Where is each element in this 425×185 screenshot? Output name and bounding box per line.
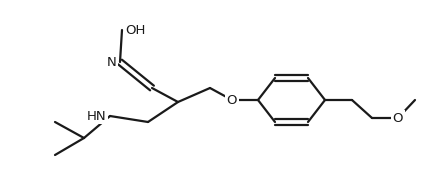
Text: O: O bbox=[227, 93, 237, 107]
Text: HN: HN bbox=[87, 110, 107, 122]
Text: O: O bbox=[393, 112, 403, 125]
Text: N: N bbox=[107, 56, 116, 68]
Text: OH: OH bbox=[125, 23, 146, 36]
